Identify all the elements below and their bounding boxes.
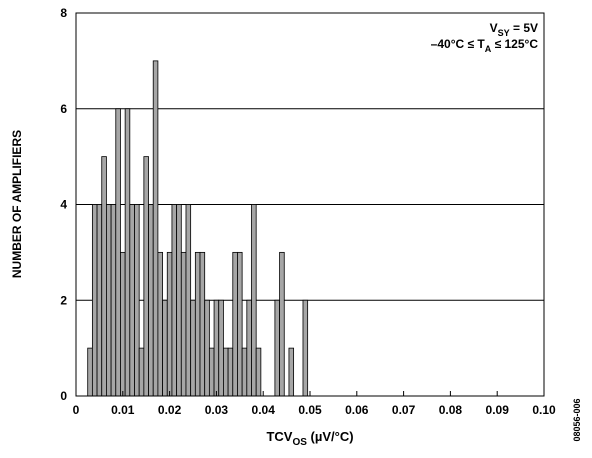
annotation-text: A (485, 44, 492, 54)
histogram-bar (96, 204, 103, 397)
x-tick-label: 0.05 (298, 403, 322, 417)
histogram-bar (241, 347, 248, 397)
histogram-bar (129, 204, 135, 397)
histogram-bar (87, 347, 93, 397)
histogram-bar (176, 204, 182, 397)
histogram-bar (255, 347, 262, 397)
histogram-bar (148, 204, 154, 397)
histogram-bar (204, 299, 210, 397)
histogram-bar (106, 204, 112, 397)
x-axis-title: TCVOS (µV/°C) (266, 429, 353, 448)
x-axis-title-subscript: OS (292, 437, 307, 448)
y-tick-label: 4 (60, 198, 67, 212)
histogram-bar (171, 204, 178, 397)
conditions-annotation: VSY = 5V–40°C ≤ TA ≤ 125°C (431, 21, 539, 54)
histogram-bar (302, 299, 309, 397)
x-tick-label: 0.06 (345, 403, 369, 417)
histogram-bar (237, 251, 243, 397)
x-tick-label: 0.09 (486, 403, 510, 417)
axis-labels: TCVOS (µV/°C) NUMBER OF AMPLIFIERS 08056… (10, 6, 582, 448)
histogram-bar (120, 251, 126, 397)
x-tick-label: 0 (73, 403, 80, 417)
histogram-bar (152, 60, 159, 397)
annotation-line: –40°C ≤ TA ≤ 125°C (431, 37, 539, 54)
tick-marks (75, 391, 545, 396)
annotation-text: –40°C ≤ T (431, 37, 486, 51)
histogram-bar (288, 347, 295, 397)
histogram-bar (223, 347, 229, 397)
histogram-bar (110, 204, 117, 397)
x-tick-label: 0.01 (111, 403, 135, 417)
x-tick-label: 0.08 (439, 403, 463, 417)
annotation-text: ≤ 125°C (491, 37, 538, 51)
annotation-text: = 5V (510, 21, 538, 35)
histogram-bar (227, 347, 234, 397)
histogram-bar (194, 251, 201, 397)
figure-id-label: 08056-006 (572, 398, 582, 441)
histogram-bar (101, 156, 107, 397)
x-tick-label: 0.03 (205, 403, 229, 417)
histogram-bar (166, 251, 173, 397)
histogram-bar (185, 204, 192, 397)
histogram-bar (218, 299, 224, 397)
annotation-line: VSY = 5V (490, 21, 538, 38)
y-axis-title: NUMBER OF AMPLIFIERS (10, 130, 24, 278)
y-tick-label: 8 (60, 6, 67, 20)
x-tick-label: 0.07 (392, 403, 416, 417)
histogram-bar (251, 204, 257, 397)
histogram-bar (124, 108, 131, 397)
histogram-bar (157, 251, 163, 397)
x-tick-label: 0.04 (252, 403, 276, 417)
histogram-bar (279, 251, 285, 397)
y-tick-label: 0 (60, 389, 67, 403)
y-tick-label: 2 (60, 293, 67, 307)
histogram-bar (91, 204, 98, 397)
histogram-bar (134, 204, 140, 397)
histogram-bar (274, 299, 280, 397)
annotation-text: SY (498, 28, 510, 38)
histogram-bar (213, 299, 220, 397)
histogram-bar (208, 347, 215, 397)
histogram-bar (232, 251, 238, 397)
x-tick-label: 0.10 (532, 403, 556, 417)
annotation-text: V (490, 21, 498, 35)
y-tick-label: 6 (60, 102, 67, 116)
histogram-bar (138, 347, 145, 397)
x-axis-title-main: TCV (266, 429, 292, 444)
x-tick-label: 0.02 (158, 403, 182, 417)
histogram-bar (115, 108, 121, 397)
histogram-bar (143, 156, 149, 397)
histogram-bar (199, 251, 206, 397)
histogram-bar (246, 299, 252, 397)
x-axis-title-units: (µV/°C) (307, 429, 354, 444)
histogram-bar (162, 299, 168, 397)
histogram-bars (87, 60, 309, 397)
histogram-bar (180, 251, 187, 397)
histogram-bar (190, 299, 196, 397)
